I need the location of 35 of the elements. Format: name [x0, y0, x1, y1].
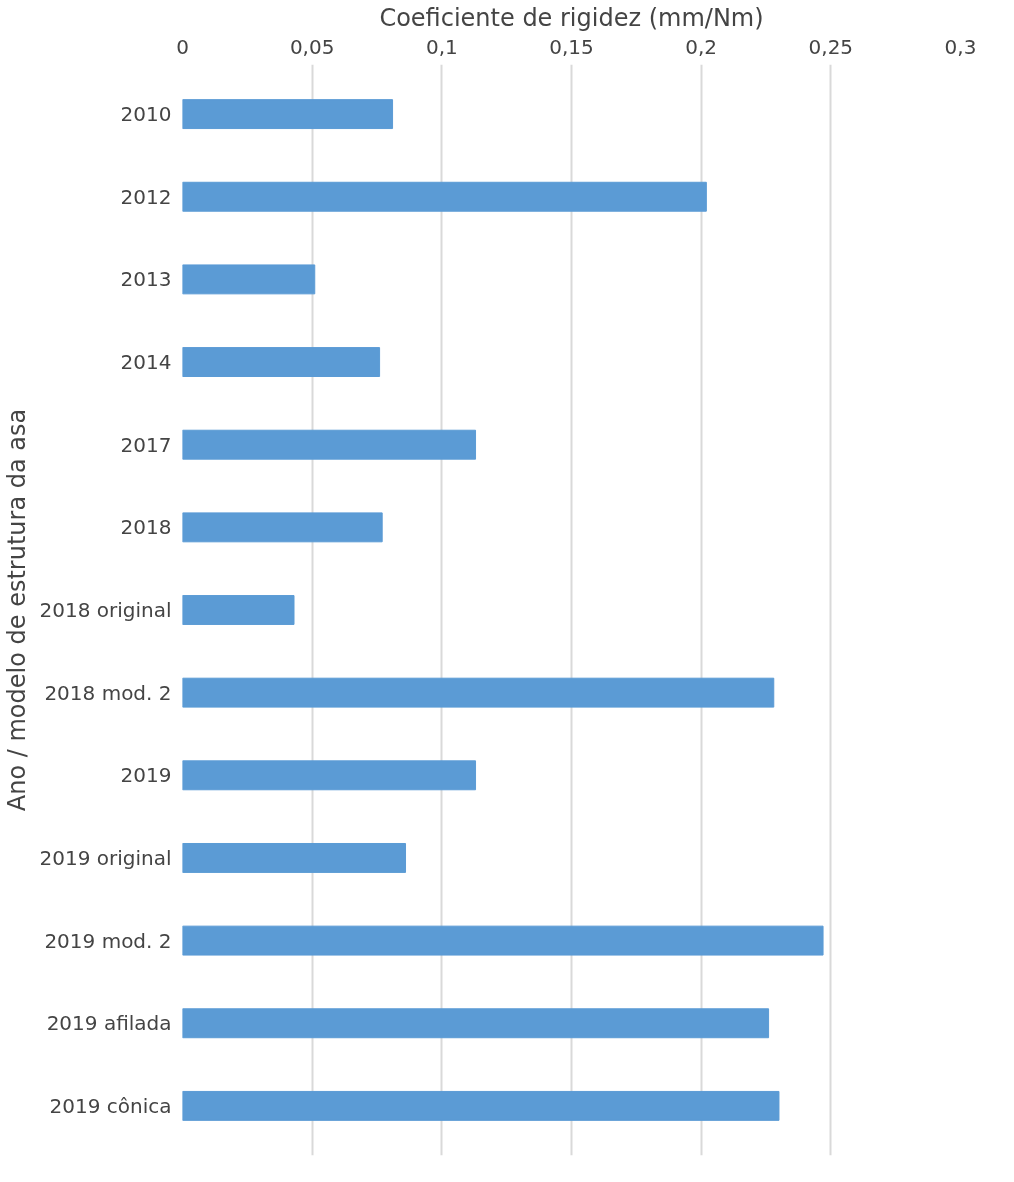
bar [182, 1008, 770, 1039]
y-tick-label: 2018 mod. 2 [44, 680, 172, 705]
y-tick-label: 2017 [120, 432, 172, 457]
bar [182, 842, 407, 873]
x-tick-label: 0,1 [425, 34, 458, 59]
bar [182, 264, 316, 295]
x-tick-label: 0,2 [685, 34, 718, 59]
y-axis-title: Ano / modelo de estrutura da asa [3, 408, 32, 812]
bar [182, 99, 394, 130]
y-tick-label: 2012 [120, 184, 172, 209]
bar [182, 181, 707, 212]
bar [182, 347, 381, 378]
y-tick-label: 2018 [120, 515, 172, 540]
y-tick-label: 2019 cônica [49, 1093, 172, 1118]
y-tick-label: 2019 original [39, 845, 172, 870]
bar [182, 595, 295, 625]
x-tick-label: 0,3 [944, 34, 977, 59]
x-tick-label: 0,25 [808, 34, 854, 59]
y-tick-label: 2018 original [39, 598, 172, 622]
y-tick-label: 2014 [120, 350, 172, 375]
bar [182, 1090, 780, 1121]
y-tick-label: 2013 [120, 267, 172, 292]
bar [182, 677, 775, 708]
x-tick-label: 0,05 [289, 34, 335, 59]
x-tick-label: 0,15 [549, 34, 594, 59]
y-tick-label: 2019 [120, 763, 172, 788]
bar [182, 925, 824, 956]
bar [182, 760, 477, 791]
y-tick-label: 2010 [120, 102, 172, 127]
y-tick-label: 2019 afilada [46, 1011, 172, 1036]
bar [182, 429, 477, 460]
bar [182, 512, 383, 543]
x-tick-label: 0 [176, 34, 189, 59]
x-axis-title: Coeficiente de rigidez (mm/Nm) [379, 3, 764, 32]
y-tick-label: 2019 mod. 2 [44, 928, 172, 953]
